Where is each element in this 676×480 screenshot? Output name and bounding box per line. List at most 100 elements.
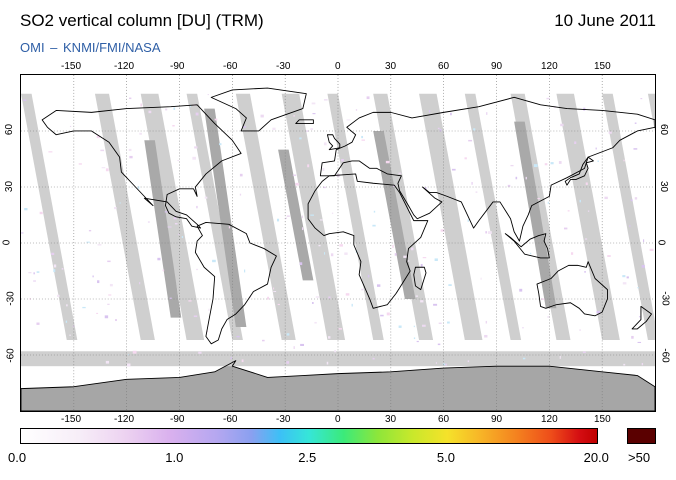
so2-pixel bbox=[214, 118, 218, 121]
lat-tick-label: -30 bbox=[5, 291, 17, 307]
so2-pixel bbox=[544, 163, 548, 166]
so2-pixel bbox=[394, 253, 397, 256]
so2-pixel bbox=[273, 287, 275, 290]
so2-pixel bbox=[157, 257, 161, 261]
so2-pixel bbox=[451, 168, 456, 171]
so2-pixel bbox=[559, 355, 561, 359]
so2-pixel bbox=[129, 97, 132, 100]
so2-pixel bbox=[101, 167, 106, 169]
so2-pixel bbox=[422, 324, 426, 327]
so2-pixel bbox=[315, 296, 320, 298]
so2-pixel bbox=[597, 160, 599, 162]
lon-tick-label: -90 bbox=[170, 61, 185, 72]
so2-pixel bbox=[28, 272, 32, 274]
colorbar-label: 2.5 bbox=[298, 450, 317, 465]
so2-pixel bbox=[148, 110, 152, 114]
so2-pixel bbox=[385, 160, 390, 164]
so2-pixel bbox=[355, 109, 358, 111]
so2-pixel bbox=[596, 310, 601, 314]
so2-pixel bbox=[196, 268, 199, 271]
so2-pixel bbox=[204, 196, 208, 199]
lat-tick-label: -60 bbox=[5, 347, 17, 363]
so2-pixel bbox=[301, 215, 304, 219]
so2-pixel bbox=[319, 219, 323, 221]
so2-pixel bbox=[361, 139, 366, 141]
land-swath bbox=[514, 121, 557, 309]
so2-pixel bbox=[23, 99, 27, 101]
so2-pixel bbox=[48, 151, 53, 153]
so2-pixel bbox=[540, 298, 545, 300]
lon-tick-label: 90 bbox=[491, 414, 503, 425]
so2-pixel bbox=[464, 157, 467, 160]
so2-pixel bbox=[631, 335, 634, 339]
so2-pixel bbox=[208, 308, 210, 312]
lon-tick-label: 120 bbox=[541, 414, 558, 425]
no-data-swath bbox=[647, 93, 655, 132]
so2-pixel bbox=[433, 303, 438, 306]
so2-pixel bbox=[579, 199, 581, 203]
so2-pixel bbox=[119, 202, 121, 204]
so2-pixel bbox=[560, 123, 564, 127]
so2-world-map bbox=[21, 75, 655, 411]
so2-pixel bbox=[137, 186, 140, 189]
so2-pixel bbox=[243, 269, 246, 273]
so2-pixel bbox=[630, 199, 633, 202]
so2-pixel bbox=[86, 241, 90, 243]
so2-pixel bbox=[361, 288, 364, 291]
so2-pixel bbox=[415, 295, 418, 297]
so2-pixel bbox=[546, 97, 550, 100]
so2-pixel bbox=[567, 210, 570, 212]
so2-pixel bbox=[173, 107, 176, 110]
so2-pixel bbox=[328, 296, 331, 299]
so2-pixel bbox=[236, 335, 240, 338]
so2-pixel bbox=[634, 197, 638, 200]
so2-pixel bbox=[380, 314, 384, 317]
so2-pixel bbox=[69, 334, 71, 336]
no-data-swath bbox=[235, 93, 296, 341]
so2-pixel bbox=[398, 325, 402, 328]
so2-pixel bbox=[82, 306, 86, 309]
polar-no-data-band bbox=[21, 351, 655, 411]
so2-pixel bbox=[198, 351, 202, 354]
so2-pixel bbox=[310, 128, 314, 131]
so2-pixel bbox=[128, 148, 132, 152]
so2-pixel bbox=[295, 182, 300, 186]
so2-pixel bbox=[97, 244, 102, 246]
so2-pixel bbox=[637, 341, 642, 344]
so2-pixel bbox=[276, 218, 280, 222]
so2-pixel bbox=[212, 259, 216, 263]
so2-pixel bbox=[403, 255, 407, 258]
so2-pixel bbox=[485, 320, 488, 324]
so2-pixel bbox=[416, 340, 419, 343]
so2-pixel bbox=[595, 147, 597, 150]
australia-coastline bbox=[536, 261, 608, 317]
so2-pixel bbox=[510, 164, 514, 167]
so2-pixel bbox=[97, 280, 100, 284]
so2-pixel bbox=[435, 362, 437, 364]
so2-pixel bbox=[486, 112, 488, 115]
so2-pixel bbox=[507, 184, 511, 187]
so2-pixel bbox=[641, 264, 645, 268]
so2-pixel bbox=[587, 210, 590, 212]
so2-pixel bbox=[334, 350, 337, 353]
so2-pixel bbox=[445, 363, 447, 366]
so2-pixel bbox=[192, 156, 196, 160]
so2-pixel bbox=[323, 99, 328, 101]
so2-pixel bbox=[563, 227, 568, 230]
so2-pixel bbox=[277, 303, 280, 306]
so2-pixel bbox=[345, 293, 350, 296]
so2-pixel bbox=[649, 248, 654, 251]
colorbar-label: 1.0 bbox=[165, 450, 184, 465]
so2-pixel bbox=[33, 272, 35, 275]
no-data-swath bbox=[21, 93, 78, 341]
so2-pixel bbox=[96, 135, 101, 139]
no-data-swath bbox=[464, 93, 522, 341]
so2-pixel bbox=[36, 322, 40, 325]
so2-pixel bbox=[262, 339, 265, 342]
africa-coastline bbox=[307, 173, 429, 309]
so2-pixel bbox=[51, 252, 55, 256]
lon-tick-label: -30 bbox=[276, 61, 291, 72]
so2-pixel bbox=[177, 160, 179, 162]
so2-pixel bbox=[39, 211, 43, 215]
lat-tick-label: 30 bbox=[4, 180, 16, 192]
